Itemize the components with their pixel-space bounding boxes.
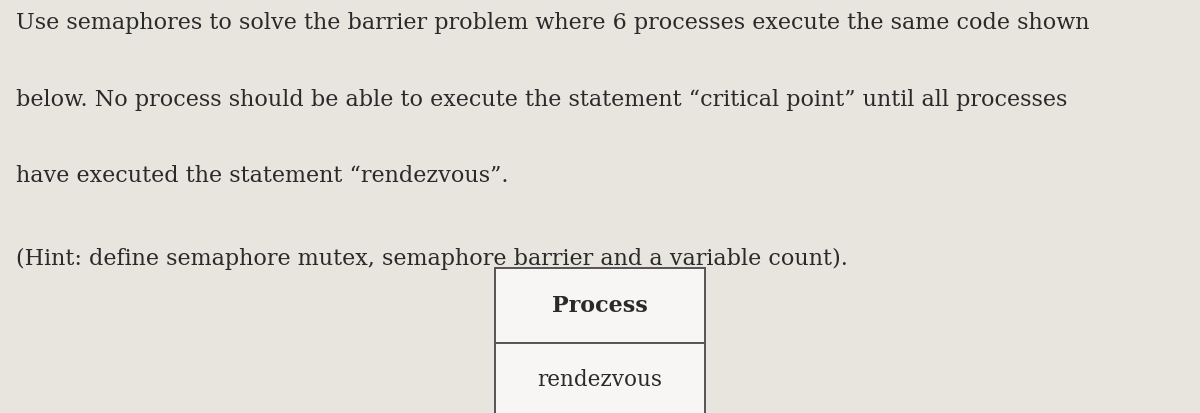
Bar (496, 268, 704, 343)
Text: Process: Process (552, 294, 648, 317)
Text: (Hint: define semaphore mutex, semaphore barrier and a variable count).: (Hint: define semaphore mutex, semaphore… (16, 248, 847, 270)
Text: rendezvous: rendezvous (538, 369, 662, 391)
Bar (496, 343, 704, 413)
Text: Use semaphores to solve the barrier problem where 6 processes execute the same c: Use semaphores to solve the barrier prob… (16, 12, 1090, 34)
Text: have executed the statement “rendezvous”.: have executed the statement “rendezvous”… (16, 165, 508, 187)
Text: below. No process should be able to execute the statement “critical point” until: below. No process should be able to exec… (16, 89, 1067, 111)
